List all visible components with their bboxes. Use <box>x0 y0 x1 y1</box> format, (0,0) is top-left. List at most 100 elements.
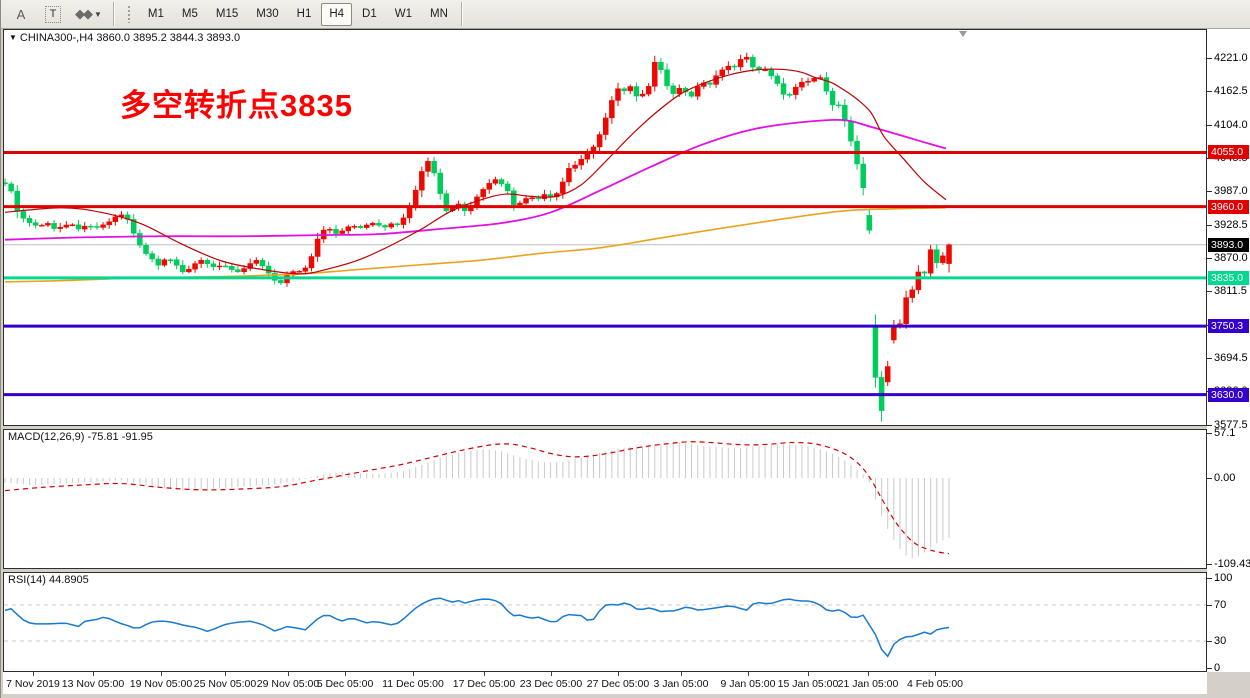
axis-tick-mark <box>1207 605 1212 606</box>
axis-level-badge: 3893.0 <box>1208 237 1249 252</box>
price-tick-label: 3987.0 <box>1214 185 1248 198</box>
price-tick-label: 30 <box>1214 635 1227 647</box>
horizontal-level-lines[interactable] <box>4 150 1206 397</box>
axis-tick-mark <box>1207 291 1212 293</box>
axis-tick-mark <box>1207 57 1212 59</box>
rsi-level-lines <box>4 604 1206 642</box>
price-tick-label: -109.43 <box>1214 558 1250 571</box>
letter-a-icon: A <box>16 6 26 22</box>
time-tick-mark <box>935 672 936 676</box>
toolbar-separator <box>112 2 114 26</box>
candlestick-chart-canvas[interactable] <box>4 30 1206 425</box>
axis-tick-mark <box>1207 257 1212 259</box>
axis-tick-mark <box>1207 564 1212 566</box>
price-tick-label: 57.1 <box>1214 427 1236 439</box>
axis-tick-mark <box>1207 91 1212 93</box>
price-tick-label: 4221.0 <box>1214 51 1248 64</box>
rsi-indicator-pane[interactable]: RSI(14) 44.8905 <box>3 572 1207 672</box>
time-tick-label: 15 Jan 05:00 <box>777 678 839 690</box>
time-tick-label: 29 Nov 05:00 <box>256 678 320 690</box>
chart-shift-marker-icon <box>959 31 967 37</box>
price-tick-label: 3694.5 <box>1214 351 1248 364</box>
tab-timeframe-M1[interactable]: M1 <box>147 8 164 20</box>
time-tick-mark <box>551 672 552 676</box>
price-axis[interactable]: 4221.04162.54104.04045.53987.03928.53870… <box>1207 29 1250 674</box>
macd-signal-line <box>4 441 950 555</box>
time-tick-label: 19 Nov 05:00 <box>129 678 193 690</box>
text-tool-icon: T <box>44 5 62 23</box>
time-tick-mark <box>93 672 94 676</box>
price-tick-label: 3811.5 <box>1214 285 1247 298</box>
price-tick-label: 3870.0 <box>1214 251 1248 264</box>
symbol-dropdown-icon: ▼ <box>9 33 17 42</box>
time-tick-mark <box>748 672 749 676</box>
tab-timeframe-H4[interactable]: H4 <box>321 2 353 26</box>
tab-timeframe-W1[interactable]: W1 <box>394 8 412 20</box>
axis-tick-mark <box>1207 424 1212 426</box>
time-tick-label: 17 Dec 05:00 <box>452 678 516 690</box>
time-tick-label: 23 Dec 05:00 <box>519 678 583 690</box>
time-tick-label: 3 Jan 05:00 <box>653 678 709 690</box>
time-tick-mark <box>345 672 346 676</box>
tab-timeframe-M30[interactable]: M30 <box>256 8 279 20</box>
time-tick-label: 7 Nov 2019 <box>6 678 60 690</box>
axis-tick-mark <box>1207 224 1212 226</box>
time-tick-mark <box>808 672 809 676</box>
time-tick-label: 11 Dec 05:00 <box>382 678 444 690</box>
time-axis[interactable]: 7 Nov 2019 13 Nov 05:00 19 Nov 05:00 25 Nov… <box>3 672 1207 694</box>
axis-tick-mark <box>1207 433 1212 434</box>
rsi-label: RSI(14) 44.8905 <box>8 574 89 586</box>
time-tick-mark <box>413 672 414 676</box>
toolbar: A T ◆◆ ▼ M1 M5 M15 M30 H1 H4 D1 W1 MN <box>1 0 1250 29</box>
chevron-down-icon: ▼ <box>94 9 102 19</box>
toolbar-drag-grip[interactable] <box>126 5 132 23</box>
price-tick-label: 0 <box>1214 662 1221 674</box>
time-tick-mark <box>618 672 619 676</box>
axis-level-badge: 3960.0 <box>1208 199 1249 214</box>
axis-tick-mark <box>1207 191 1212 193</box>
macd-canvas[interactable] <box>4 430 1206 568</box>
main-chart-pane[interactable]: ▼ CHINA300-,H4 3860.0 3895.2 3844.3 3893.… <box>3 29 1207 426</box>
macd-label: MACD(12,26,9) -75.81 -91.95 <box>8 431 153 443</box>
price-tick-label: 4104.0 <box>1214 118 1248 131</box>
macd-indicator-pane[interactable]: MACD(12,26,9) -75.81 -91.95 <box>3 429 1207 569</box>
time-tick-mark <box>484 672 485 676</box>
time-tick-label: 4 Feb 05:00 <box>906 678 964 690</box>
time-tick-mark <box>225 672 226 676</box>
toolbar-separator <box>460 2 462 26</box>
price-tick-label: 100 <box>1214 572 1233 584</box>
diamond-arrows-icon: ◆◆ <box>75 6 93 21</box>
axis-tick-mark <box>1207 578 1212 579</box>
chart-text-annotation[interactable]: 多空转折点3835 <box>120 88 353 123</box>
time-tick-label: 9 Jan 05:00 <box>720 678 776 690</box>
chart-title: ▼ CHINA300-,H4 3860.0 3895.2 3844.3 3893.… <box>9 32 240 44</box>
arrow-tool-button[interactable]: A <box>6 3 36 25</box>
axis-tick-mark <box>1207 641 1212 642</box>
price-tick-label: 70 <box>1214 599 1227 611</box>
time-tick-label: 27 Dec 05:00 <box>586 678 650 690</box>
price-tick-label: 4162.5 <box>1214 85 1248 98</box>
axis-tick-mark <box>1207 668 1212 669</box>
time-tick-mark <box>868 672 869 676</box>
tab-timeframe-M5[interactable]: M5 <box>181 8 198 20</box>
tab-timeframe-H1[interactable]: H1 <box>296 8 312 20</box>
tab-timeframe-M15[interactable]: M15 <box>215 8 239 20</box>
time-tick-mark <box>288 672 289 676</box>
axis-tick-mark <box>1207 357 1212 359</box>
rsi-canvas[interactable] <box>4 573 1206 671</box>
macd-histogram <box>4 442 950 559</box>
time-tick-mark <box>161 672 162 676</box>
time-tick-label: 25 Nov 05:00 <box>193 678 257 690</box>
text-label-tool-button[interactable]: T <box>38 3 68 25</box>
price-tick-label: 3577.5 <box>1214 418 1248 431</box>
tab-timeframe-MN[interactable]: MN <box>430 8 448 20</box>
objects-dropdown-button[interactable]: ◆◆ ▼ <box>70 3 107 25</box>
axis-level-badge: 4055.0 <box>1208 145 1249 160</box>
axis-level-badge: 3630.0 <box>1208 387 1249 402</box>
time-tick-label: 5 Dec 05:00 <box>316 678 374 690</box>
axis-tick-mark <box>1207 478 1212 479</box>
tab-timeframe-D1[interactable]: D1 <box>362 8 377 20</box>
price-tick-label: 0.00 <box>1214 472 1236 484</box>
rsi-line <box>4 597 950 658</box>
